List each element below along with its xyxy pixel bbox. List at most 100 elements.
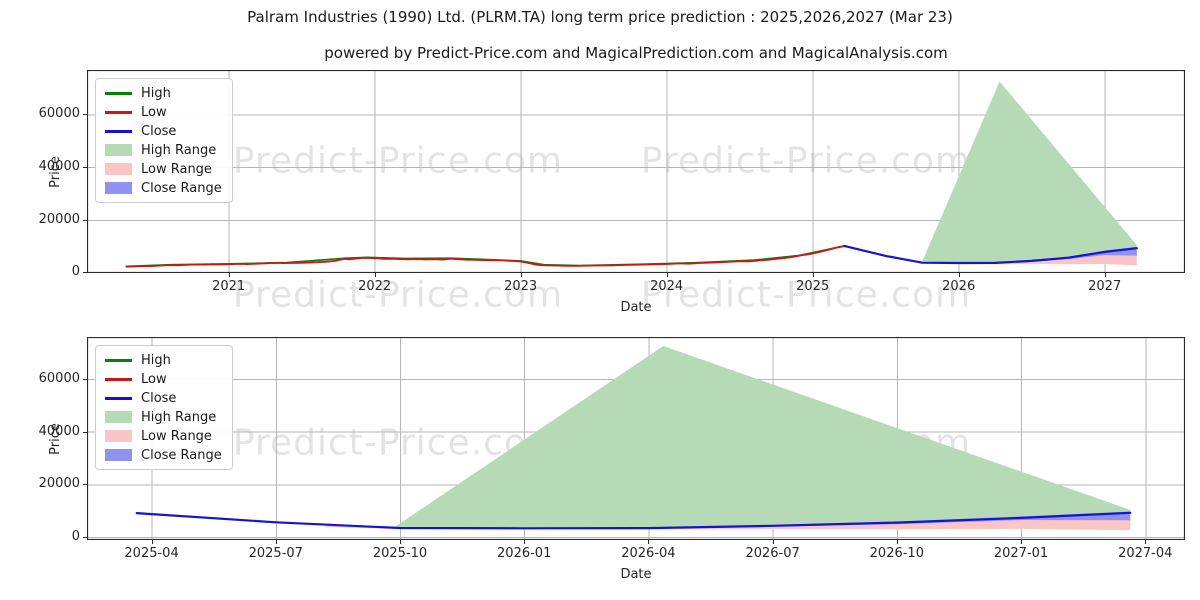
x-tick-label: 2026-04 [621,546,676,561]
legend-line-swatch [105,377,132,381]
legend-patch-swatch [105,182,132,194]
y-axis-label: Price [48,155,63,188]
legend-line-swatch [105,358,132,362]
x-tick-label: 2026-07 [745,546,800,561]
legend-line-swatch [105,91,132,95]
y-tick-label: 0 [71,264,80,280]
legend-label: Close Range [141,447,222,463]
x-tick-label: 2022 [358,279,392,294]
legend-item-close: Close [105,390,222,406]
y-tick-mark [83,431,87,433]
legend-label: Close Range [141,180,222,196]
watermark-text: Predict-Price.com [232,274,564,316]
x-tick-label: 2026-10 [869,546,924,561]
x-tick-mark [275,540,277,544]
x-tick-label: 2027 [1088,279,1122,294]
x-tick-mark [1021,540,1023,544]
legend-label: High Range [141,142,217,158]
y-axis-label: Price [48,422,63,455]
legend: High Low Close High Range Low Range Close Ran… [95,78,233,203]
x-tick-mark [1104,273,1106,277]
legend-patch-swatch [105,449,132,461]
x-tick-mark [666,273,668,277]
y-tick-mark [83,167,87,169]
low-line [125,245,846,268]
watermark-text: Predict-Price.com [640,274,972,316]
x-tick-label: 2027-01 [993,546,1049,561]
page-title: Palram Industries (1990) Ltd. (PLRM.TA) … [247,8,953,26]
y-tick-mark [83,484,87,486]
y-tick-mark [83,219,87,221]
high-range-band [922,81,1137,263]
top-chart-plot-area [87,70,1185,273]
legend-line-swatch [105,110,132,114]
x-tick-label: 2025 [796,279,830,294]
y-tick-mark [83,378,87,380]
legend-item-high: High [105,85,222,101]
y-tick-label: 60000 [38,106,80,122]
legend-label: Low Range [141,428,212,444]
legend-label: Low [141,371,167,387]
legend-item-high-range: High Range [105,409,222,425]
y-tick-label: 0 [71,529,80,545]
x-tick-mark [812,273,814,277]
y-tick-label: 60000 [38,370,80,386]
bottom-chart-plot-area [87,337,1185,540]
legend-label: Close [141,390,177,406]
legend-label: High Range [141,409,217,425]
legend-item-close: Close [105,123,222,139]
legend: High Low Close High Range Low Range Close Ran… [95,345,233,470]
legend-item-low-range: Low Range [105,161,222,177]
legend-label: Close [141,123,177,139]
legend-item-low: Low [105,104,222,120]
y-tick-label: 20000 [38,476,80,492]
low-range-band [922,249,1137,266]
legend-patch-swatch [105,144,132,156]
legend-line-swatch [105,396,132,400]
x-tick-mark [374,273,376,277]
x-tick-mark [524,540,526,544]
legend-item-low: Low [105,371,222,387]
y-tick-label: 40000 [38,159,80,175]
x-tick-mark [772,540,774,544]
x-tick-label: 2024 [650,279,684,294]
legend-label: High [141,85,171,101]
legend-label: Low Range [141,161,212,177]
low-range-band [325,514,1131,531]
close-line [843,245,1138,265]
x-tick-mark [228,273,230,277]
legend-patch-swatch [105,411,132,423]
y-tick-mark [83,537,87,539]
legend-item-low-range: Low Range [105,428,222,444]
legend-item-close-range: Close Range [105,447,222,463]
y-tick-mark [83,114,87,116]
close-line [135,511,1132,530]
x-tick-label: 2026 [942,279,976,294]
axes-border [87,70,1185,273]
y-tick-mark [83,272,87,274]
x-axis-label: Date [620,567,652,582]
legend-patch-swatch [105,163,132,175]
x-tick-label: 2025-07 [248,546,303,561]
high-range-band [395,346,1131,528]
y-tick-label: 20000 [38,211,80,227]
figure-subtitle: powered by Predict-Price.com and Magical… [324,44,948,62]
x-tick-label: 2023 [504,279,538,294]
x-tick-label: 2027-04 [1118,546,1173,561]
x-tick-mark [648,540,650,544]
axes-border [87,337,1185,540]
x-tick-mark [896,540,898,544]
legend-item-high-range: High Range [105,142,222,158]
x-tick-label: 2026-01 [497,546,552,561]
x-tick-mark [151,540,153,544]
y-tick-label: 40000 [38,423,80,439]
x-tick-mark [958,273,960,277]
x-tick-mark [400,540,401,544]
x-tick-mark [1145,540,1147,544]
legend-patch-swatch [105,430,132,442]
legend-line-swatch [105,129,132,133]
legend-item-close-range: Close Range [105,180,222,196]
legend-item-high: High [105,352,222,368]
watermark-text: Predict-Price.com [640,140,972,182]
